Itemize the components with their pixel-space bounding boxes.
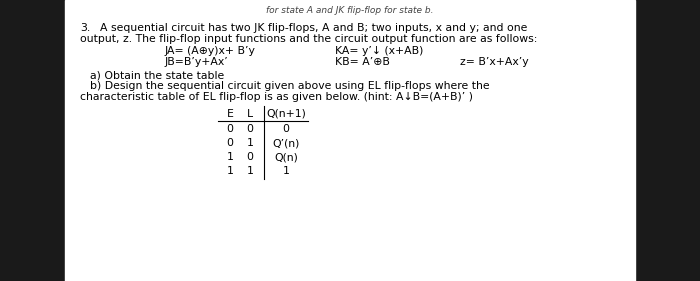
Text: JA= (A⊕y)x+ B’y: JA= (A⊕y)x+ B’y xyxy=(165,46,256,56)
Text: a) Obtain the state table: a) Obtain the state table xyxy=(90,71,224,81)
Text: 0: 0 xyxy=(246,152,253,162)
Bar xyxy=(65,0,635,281)
Text: z= B’x+Ax’y: z= B’x+Ax’y xyxy=(460,57,528,67)
Text: 0: 0 xyxy=(283,124,290,134)
Text: 1: 1 xyxy=(227,152,233,162)
Text: Q’(n): Q’(n) xyxy=(272,138,300,148)
Text: 1: 1 xyxy=(227,166,233,176)
Text: 0: 0 xyxy=(246,124,253,134)
Text: b) Design the sequential circuit given above using EL flip-flops where the: b) Design the sequential circuit given a… xyxy=(90,81,489,91)
Text: L: L xyxy=(247,109,253,119)
Text: 0: 0 xyxy=(227,138,234,148)
Text: Q(n): Q(n) xyxy=(274,152,298,162)
Bar xyxy=(635,0,700,281)
Text: 3.: 3. xyxy=(80,23,90,33)
Text: 1: 1 xyxy=(283,166,289,176)
Text: characteristic table of EL flip-flop is as given below. (hint: A↓B=(A+B)’ ): characteristic table of EL flip-flop is … xyxy=(80,92,473,102)
Text: Q(n+1): Q(n+1) xyxy=(266,109,306,119)
Bar xyxy=(0,0,65,281)
Text: A sequential circuit has two JK flip-flops, A and B; two inputs, x and y; and on: A sequential circuit has two JK flip-flo… xyxy=(100,23,527,33)
Text: 1: 1 xyxy=(246,166,253,176)
Text: 0: 0 xyxy=(227,124,234,134)
Text: KA= y’↓ (x+AB): KA= y’↓ (x+AB) xyxy=(335,46,424,56)
Text: for state A and JK flip-flop for state b.: for state A and JK flip-flop for state b… xyxy=(266,6,434,15)
Text: 1: 1 xyxy=(246,138,253,148)
Text: output, z. The flip-flop input functions and the circuit output function are as : output, z. The flip-flop input functions… xyxy=(80,34,538,44)
Text: JB=B’y+Ax’: JB=B’y+Ax’ xyxy=(165,57,229,67)
Text: KB= A’⊕B: KB= A’⊕B xyxy=(335,57,390,67)
Text: E: E xyxy=(227,109,233,119)
